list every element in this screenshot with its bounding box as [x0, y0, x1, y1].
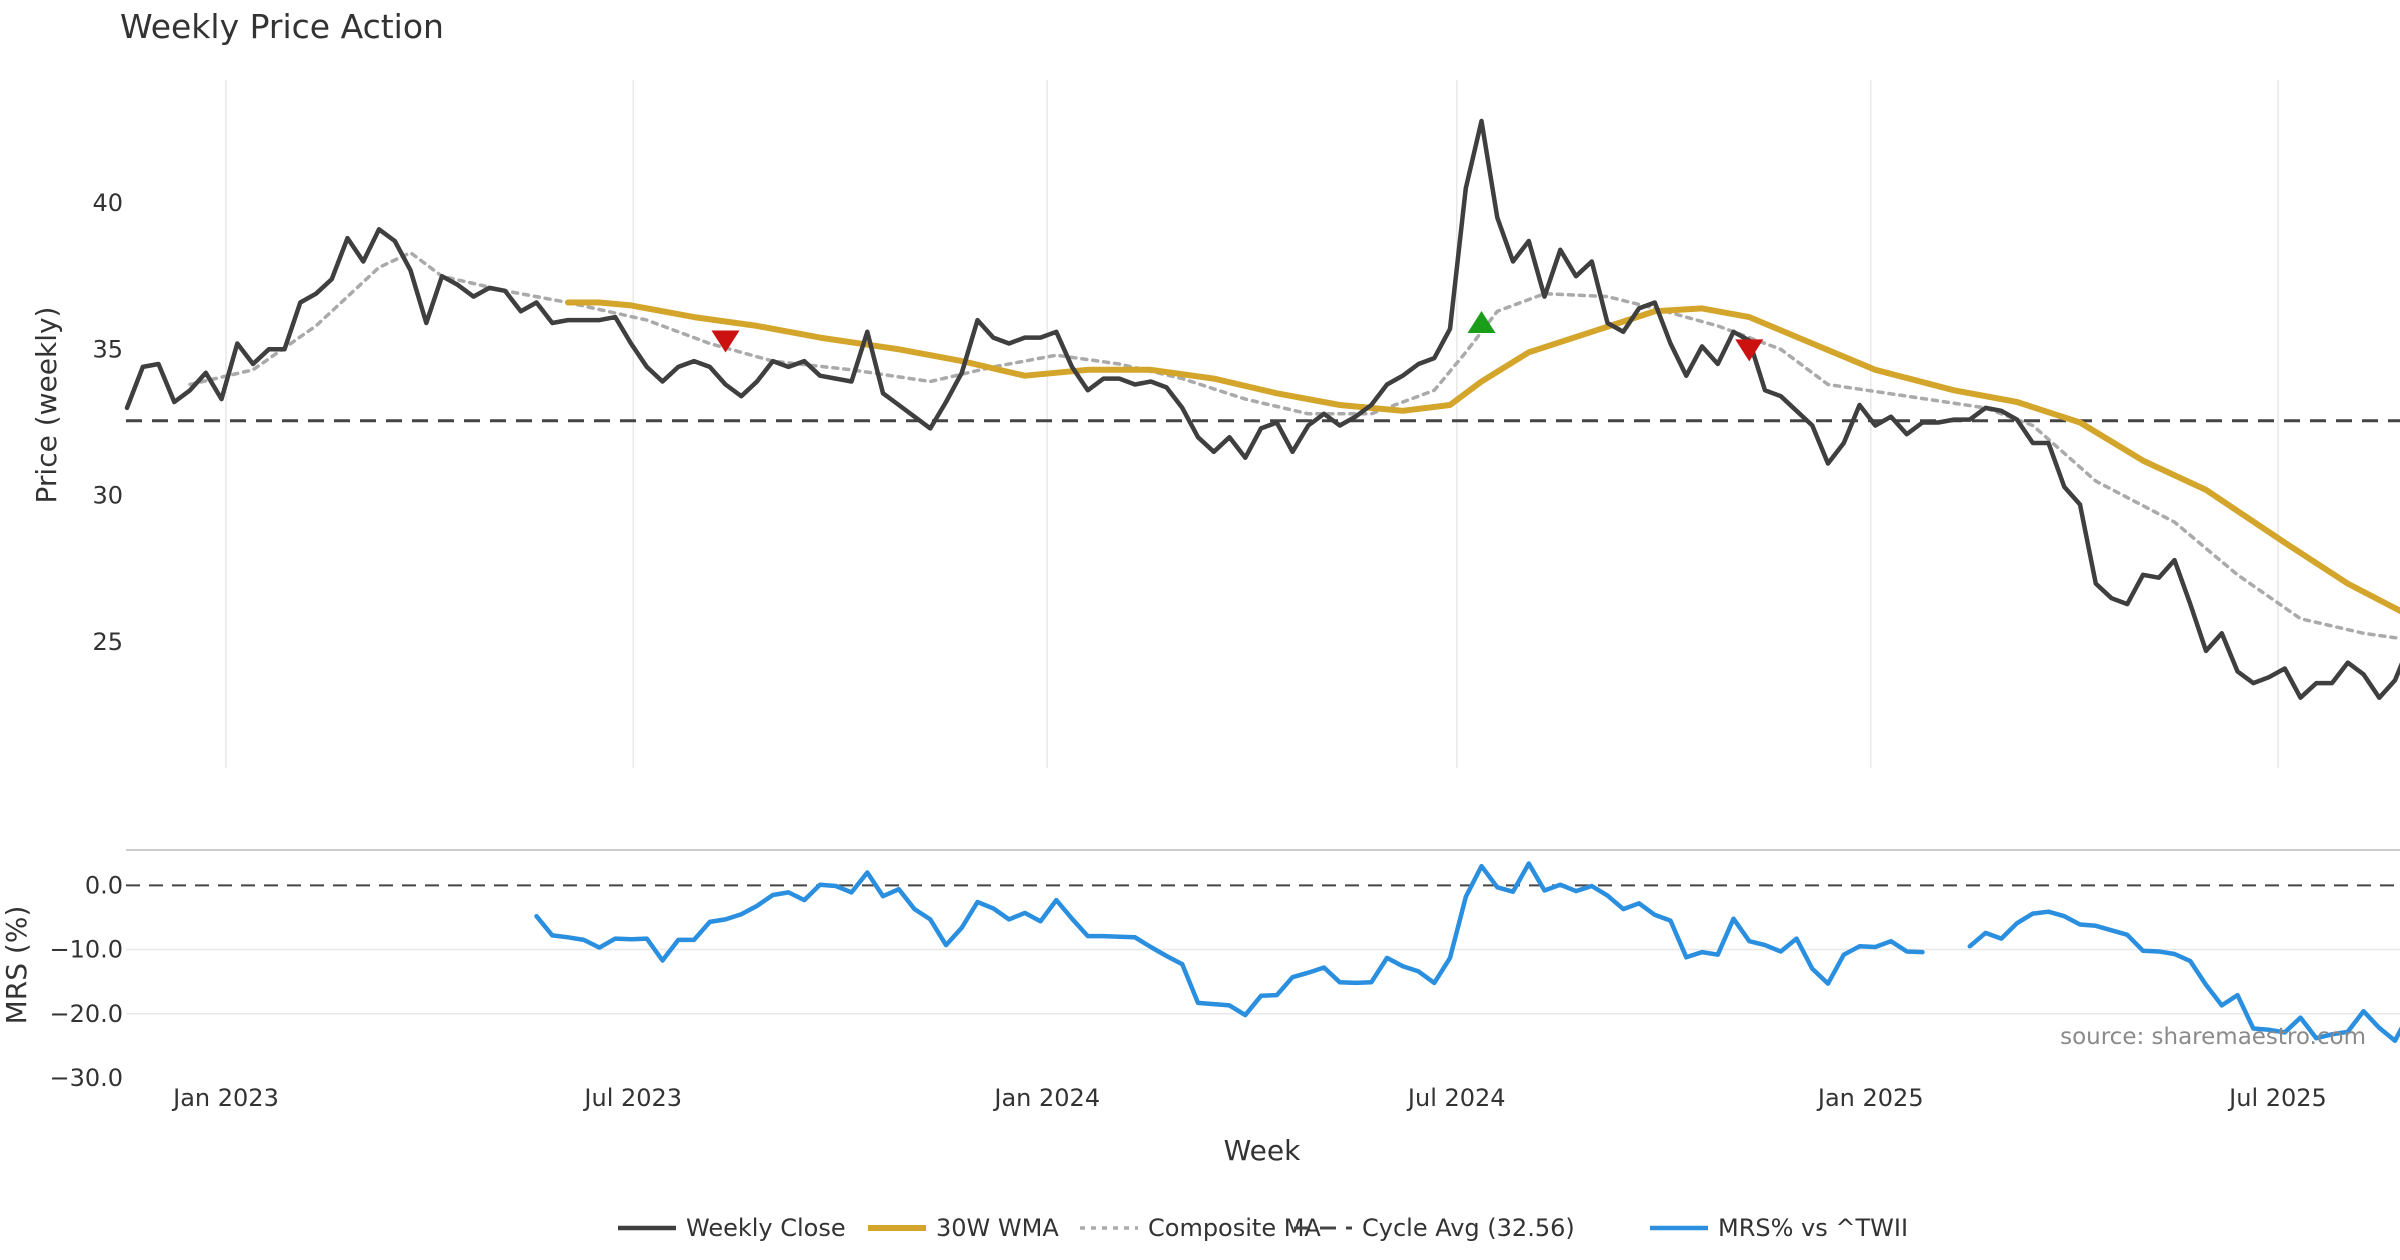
tick-labels: Jan 2023 Jul 2023 Jan 2024 Jul 2024 Jan 2025… [49, 189, 2326, 1112]
legend: Weekly Close 30W WMA Composite MA Cycle Avg… [618, 1214, 1908, 1242]
mrs-y-tick-label: −10.0 [49, 936, 123, 964]
legend-label: Weekly Close [686, 1214, 846, 1242]
price-y-tick-label: 25 [92, 628, 123, 656]
mrs-vs-twii-line [534, 861, 1925, 1018]
x-tick-label: Jan 2023 [171, 1084, 279, 1112]
mrs-y-tick-label: −30.0 [49, 1064, 123, 1092]
legend-label: 30W WMA [936, 1214, 1059, 1242]
price-y-tick-label: 40 [92, 189, 123, 217]
price-y-tick-label: 30 [92, 482, 123, 510]
x-tick-label: Jul 2025 [2227, 1084, 2327, 1112]
signal-markers [711, 310, 1764, 362]
x-tick-label: Jul 2024 [1406, 1084, 1506, 1112]
grid [126, 80, 2400, 1015]
x-tick-label: Jan 2025 [1816, 1084, 1924, 1112]
sell-signal-marker [711, 330, 740, 353]
chart-title: Weekly Price Action [120, 7, 444, 46]
30w-wma-line [565, 299, 2400, 615]
price-y-tick-label: 35 [92, 335, 123, 363]
x-tick-label: Jan 2024 [992, 1084, 1100, 1112]
x-tick-label: Jul 2023 [582, 1084, 682, 1112]
source-credit: source: sharemaestro.com [2060, 1024, 2366, 1050]
legend-label: Cycle Avg (32.56) [1362, 1214, 1575, 1242]
sell-signal-marker [1735, 339, 1764, 362]
price-axis-title: Price (weekly) [30, 307, 63, 504]
buy-signal-marker [1467, 310, 1496, 333]
x-axis-title: Week [1224, 1134, 1301, 1167]
mrs-vs-twii-line [1967, 909, 2400, 1043]
mrs-y-tick-label: 0.0 [85, 871, 123, 899]
mrs-y-tick-label: −20.0 [49, 1000, 123, 1028]
weekly-close-line [124, 118, 2400, 700]
composite-ma-line [188, 250, 2400, 641]
series [124, 118, 2400, 1043]
legend-label: Composite MA [1148, 1214, 1321, 1242]
reference-lines [126, 419, 2400, 887]
legend-label: MRS% vs ^TWII [1718, 1214, 1908, 1242]
mrs-axis-title: MRS (%) [0, 906, 33, 1025]
